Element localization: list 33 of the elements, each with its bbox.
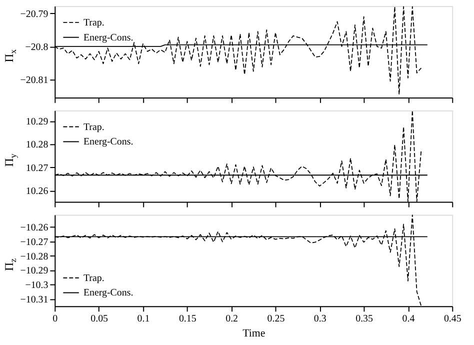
- y-tick-label: 10.27: [26, 162, 48, 174]
- x-tick-label: 0.05: [90, 314, 108, 325]
- y-tick-label: 10.26: [26, 186, 48, 198]
- x-tick-label: 0.3: [314, 314, 326, 325]
- y-tick-label: 10.28: [26, 140, 48, 151]
- x-tick-label: 0: [52, 314, 58, 325]
- y-tick-label: −20.8: [25, 42, 48, 53]
- legend-label: Energ-Cons.: [83, 288, 134, 299]
- x-tick-label: 0.35: [356, 314, 374, 325]
- y-tick-label: −10.31: [20, 294, 48, 306]
- y-tick-label: −10.27: [20, 236, 48, 248]
- legend-label: Energ-Cons.: [83, 136, 134, 148]
- legend-label: Trap.: [83, 17, 104, 28]
- y-axis-title: Πx: [2, 48, 18, 62]
- x-tick-label: 0.2: [226, 314, 238, 325]
- legend-label: Trap.: [83, 272, 104, 284]
- y-tick-label: −10.28: [20, 251, 48, 262]
- y-tick-label: −10.3: [25, 280, 48, 292]
- y-axis-title: Πz: [2, 258, 18, 272]
- y-tick-label: −10.29: [20, 266, 48, 277]
- y-tick-label: 10.29: [26, 116, 48, 128]
- y-tick-label: −20.79: [20, 8, 48, 20]
- x-tick-label: 0.45: [444, 314, 462, 325]
- x-tick-label: 0.4: [402, 314, 415, 325]
- x-tick-label: 0.25: [267, 314, 285, 325]
- y-tick-label: −10.26: [20, 222, 48, 234]
- x-axis-title: Time: [242, 327, 266, 340]
- x-tick-label: 0.1: [137, 314, 150, 325]
- y-tick-label: −20.81: [20, 75, 48, 86]
- x-tick-label: 0.15: [178, 314, 196, 325]
- legend-label: Energ-Cons.: [83, 32, 134, 44]
- legend-label: Trap.: [83, 122, 104, 133]
- y-axis-title: Πy: [2, 153, 18, 167]
